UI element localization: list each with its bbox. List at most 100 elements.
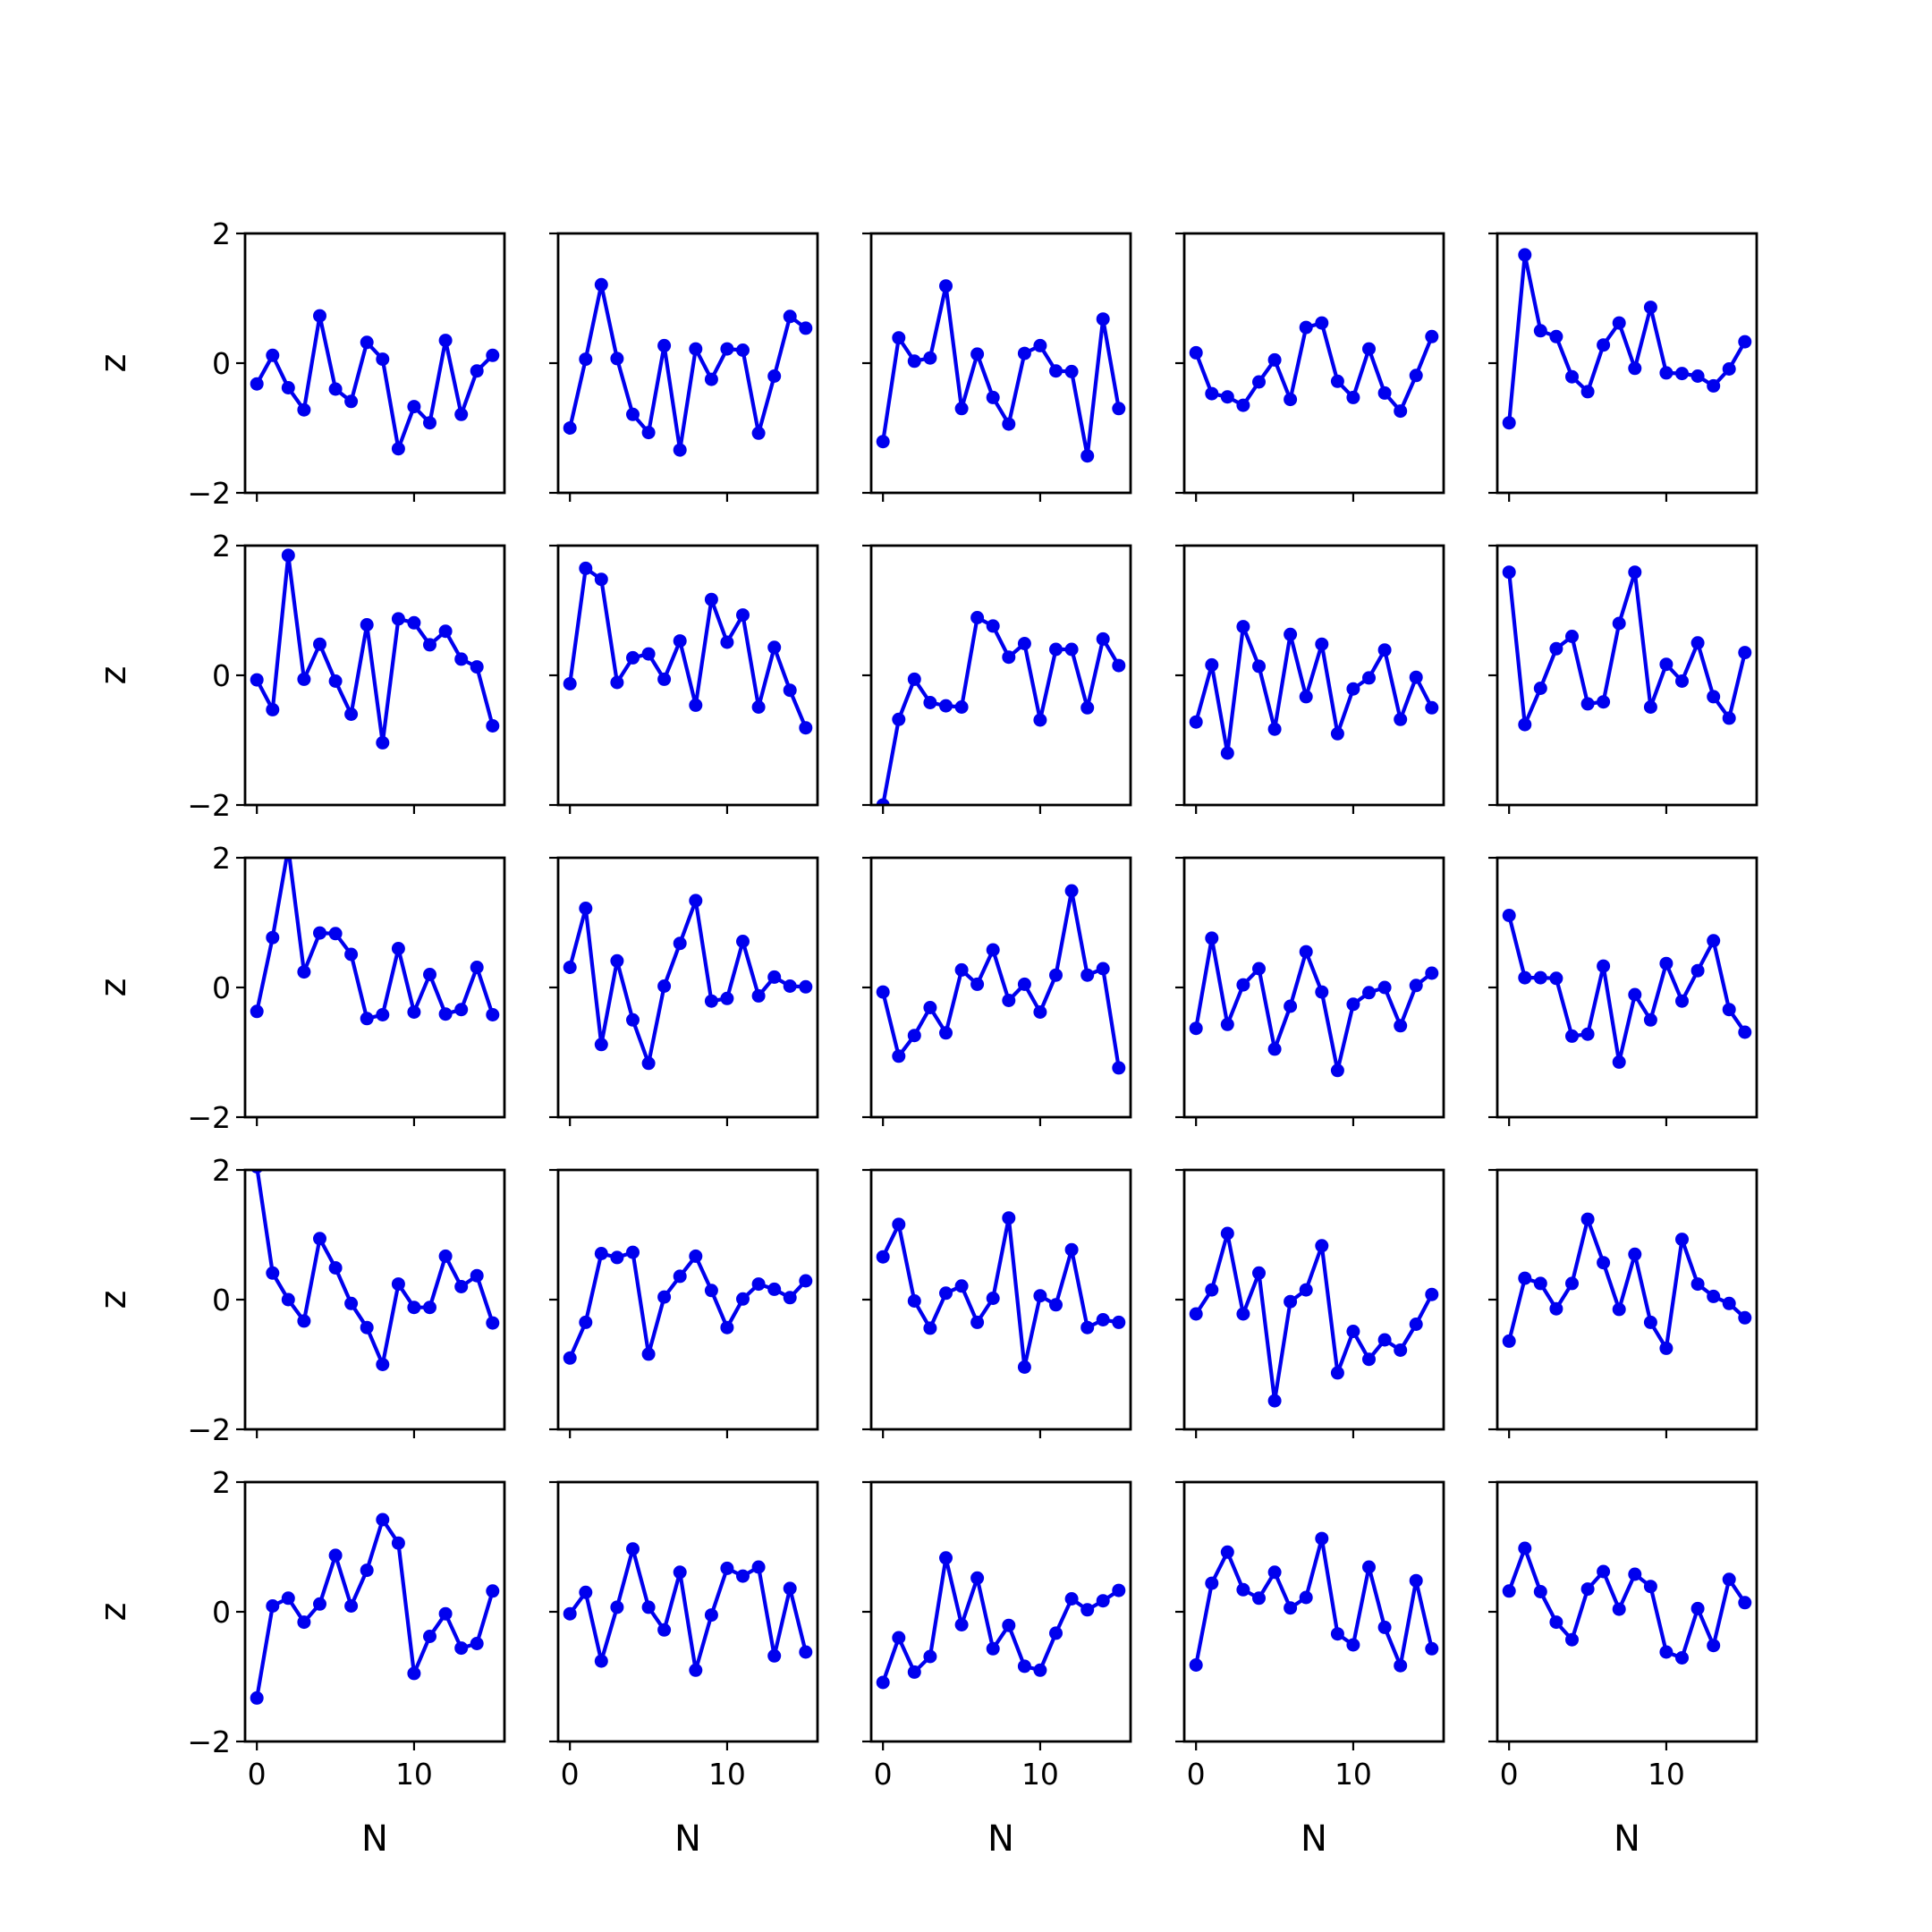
- data-point: [720, 1320, 734, 1335]
- subplot-plot-area: [1189, 316, 1439, 419]
- data-point: [876, 1250, 890, 1264]
- data-point: [328, 1261, 343, 1275]
- data-point: [1049, 364, 1063, 378]
- series-line: [568, 283, 808, 453]
- data-point: [407, 1666, 421, 1681]
- subplot-r2-c2: [862, 856, 1132, 1126]
- data-point: [1080, 1603, 1095, 1617]
- data-point: [1064, 1242, 1079, 1257]
- data-point: [454, 652, 469, 666]
- data-point: [939, 1286, 953, 1301]
- data-point: [360, 335, 374, 350]
- subplot-r2-c4: [1488, 856, 1758, 1126]
- data-point: [1502, 565, 1516, 580]
- data-point: [1690, 1277, 1705, 1292]
- y-tick-label: −2: [187, 1100, 231, 1135]
- series-line: [881, 284, 1121, 458]
- data-point: [720, 635, 734, 649]
- data-point: [1738, 1596, 1752, 1610]
- data-point: [376, 352, 390, 367]
- series-line: [255, 1170, 495, 1367]
- data-point: [1236, 620, 1250, 634]
- data-point: [1518, 1541, 1532, 1555]
- y-axis-label: z: [93, 666, 134, 685]
- subplot-plot-area: [1189, 931, 1439, 1078]
- data-point: [1362, 671, 1376, 685]
- data-point: [1220, 1226, 1234, 1241]
- y-axis-label: z: [93, 1291, 134, 1309]
- data-point: [1425, 966, 1439, 980]
- data-point: [250, 377, 264, 391]
- data-point: [1722, 362, 1736, 376]
- series-line: [255, 1517, 495, 1699]
- data-point: [423, 1301, 436, 1315]
- data-point: [1096, 1313, 1110, 1326]
- data-point: [954, 1279, 969, 1293]
- data-point: [1284, 1294, 1298, 1309]
- y-tick-label: 2: [212, 529, 231, 564]
- data-point: [1394, 1019, 1408, 1033]
- subplot-plot-area: [250, 858, 500, 1026]
- data-point: [736, 935, 750, 948]
- data-point: [970, 611, 985, 624]
- data-point: [751, 426, 766, 440]
- data-point: [767, 1282, 782, 1296]
- data-point: [391, 942, 405, 955]
- data-point: [1565, 1029, 1579, 1043]
- data-point: [720, 1561, 734, 1575]
- data-point: [1409, 1573, 1423, 1588]
- data-point: [1267, 352, 1282, 367]
- data-point: [1330, 374, 1344, 388]
- data-point: [1659, 1341, 1674, 1355]
- data-point: [438, 1007, 453, 1021]
- data-point: [986, 943, 1000, 957]
- data-point: [1675, 674, 1689, 688]
- y-axis-label: z: [93, 1603, 134, 1622]
- data-point: [1377, 643, 1392, 657]
- data-point: [1315, 1531, 1329, 1546]
- subplot-r1-c0: −2 0 2 z: [93, 529, 506, 823]
- data-point: [1252, 1591, 1266, 1606]
- data-point: [1597, 1564, 1611, 1579]
- subplot-plot-area: [250, 548, 500, 750]
- data-point: [1675, 367, 1689, 381]
- x-tick-label: 0: [561, 1757, 580, 1792]
- data-point: [454, 1003, 469, 1017]
- data-point: [1394, 1658, 1408, 1673]
- data-point: [736, 343, 750, 357]
- data-point: [281, 1292, 295, 1307]
- data-point: [281, 381, 295, 394]
- data-point: [1377, 1620, 1392, 1634]
- data-point: [1377, 386, 1392, 400]
- data-point: [391, 612, 405, 626]
- data-point: [486, 719, 500, 733]
- data-point: [1518, 717, 1532, 732]
- subplot-r3-c4: [1488, 1168, 1758, 1438]
- data-point: [1549, 1615, 1563, 1630]
- series-line: [568, 1546, 808, 1673]
- data-point: [876, 1675, 890, 1690]
- data-point: [344, 1296, 359, 1310]
- data-point: [1675, 1233, 1689, 1247]
- data-point: [799, 1645, 813, 1659]
- data-point: [1659, 366, 1674, 380]
- data-point: [407, 1301, 421, 1315]
- data-point: [1002, 650, 1016, 665]
- y-tick-label: 2: [212, 841, 231, 876]
- data-point: [1707, 934, 1721, 948]
- data-point: [313, 1597, 326, 1611]
- data-point: [1722, 711, 1736, 725]
- data-point: [689, 1249, 703, 1263]
- data-point: [1518, 970, 1532, 985]
- subplot-plot-area: [563, 277, 813, 457]
- subplot-plot-area: [876, 884, 1126, 1075]
- data-point: [1580, 697, 1595, 711]
- x-tick-label: 10: [395, 1757, 433, 1792]
- data-point: [313, 637, 326, 651]
- data-point: [907, 354, 921, 369]
- data-point: [1112, 402, 1126, 416]
- data-point: [1002, 417, 1016, 431]
- data-point: [1394, 712, 1408, 726]
- y-axis-label: z: [93, 354, 134, 373]
- y-tick-label: 0: [212, 1283, 231, 1318]
